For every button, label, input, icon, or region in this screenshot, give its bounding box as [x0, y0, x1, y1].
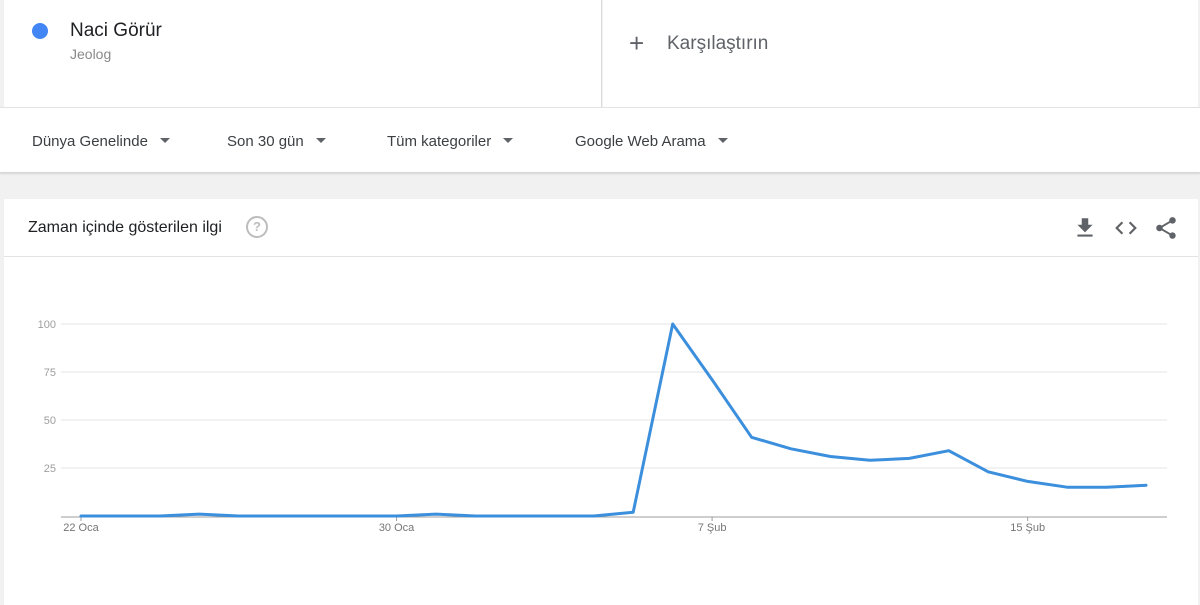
x-tick-label: 15 Şub — [1010, 522, 1045, 534]
caret-down-icon — [315, 137, 326, 143]
search-term-card[interactable]: Naci Görür Jeolog — [4, 0, 602, 107]
region-filter-label: Dünya Genelinde — [32, 133, 148, 150]
x-tick-label: 30 Oca — [379, 522, 415, 534]
search-type-filter-dropdown[interactable]: Google Web Arama — [575, 133, 728, 150]
search-term-name: Naci Görür — [70, 20, 162, 41]
download-icon[interactable] — [1072, 215, 1098, 241]
y-tick-label: 25 — [44, 463, 56, 475]
interest-over-time-card: Zaman içinde gösterilen ilgi ? 25 50 75 100… — [4, 199, 1198, 605]
chart-header: Zaman içinde gösterilen ilgi ? — [4, 199, 1198, 257]
category-filter-dropdown[interactable]: Tüm kategoriler — [387, 133, 514, 150]
question-circle-icon[interactable]: ? — [246, 216, 268, 238]
search-type-filter-label: Google Web Arama — [575, 133, 706, 150]
share-icon[interactable] — [1153, 215, 1179, 241]
time-range-filter-label: Son 30 gün — [227, 133, 304, 150]
region-filter-dropdown[interactable]: Dünya Genelinde — [32, 133, 170, 150]
x-tick-label: 22 Oca — [63, 522, 99, 534]
filter-bar: Dünya Genelinde Son 30 gün Tüm kategoril… — [0, 107, 1200, 173]
caret-down-icon — [717, 137, 728, 143]
caret-down-icon — [159, 137, 170, 143]
y-tick-label: 75 — [44, 367, 56, 379]
y-tick-label: 50 — [44, 415, 56, 427]
series-color-dot — [32, 23, 48, 39]
time-range-filter-dropdown[interactable]: Son 30 gün — [227, 133, 326, 150]
category-filter-label: Tüm kategoriler — [387, 133, 492, 150]
caret-down-icon — [503, 137, 514, 143]
search-term-type: Jeolog — [70, 46, 112, 62]
plus-icon: + — [629, 28, 645, 58]
compare-label: Karşılaştırın — [667, 33, 769, 54]
interest-line-chart: 25 50 75 100 22 Oca 30 Oca 7 Şub 15 Şub — [38, 319, 1167, 534]
x-tick-label: 7 Şub — [698, 522, 727, 534]
compare-button[interactable]: + Karşılaştırın — [603, 0, 1198, 107]
y-tick-label: 100 — [38, 319, 56, 331]
interest-series-line — [79, 322, 1148, 518]
embed-code-icon[interactable] — [1113, 215, 1139, 241]
chart-title: Zaman içinde gösterilen ilgi — [28, 219, 222, 236]
